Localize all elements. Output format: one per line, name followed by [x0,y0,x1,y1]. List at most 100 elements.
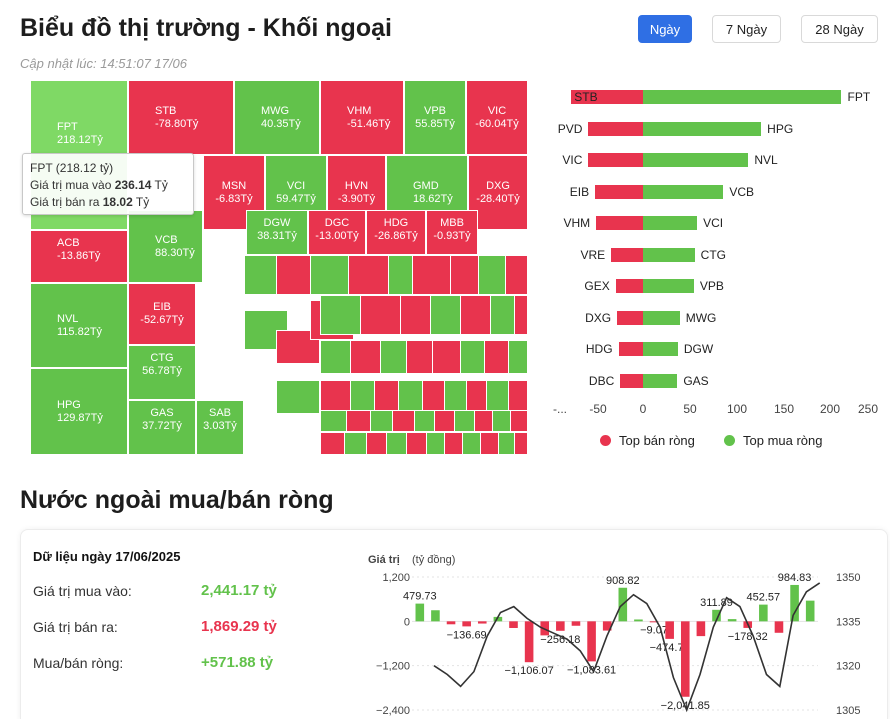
treemap-cell[interactable] [505,255,528,295]
bar-buy-gas[interactable] [643,373,678,388]
net-flow-bar[interactable] [680,621,690,697]
treemap-cell[interactable] [412,255,456,295]
buy-label: GAS [683,373,709,388]
tab-day[interactable]: Ngày [638,15,692,43]
treemap-cell-stb[interactable]: STB -78.80Tỷ [128,80,234,155]
bar-sell-stb[interactable] [571,90,643,104]
net-flow-bar[interactable] [587,621,596,662]
treemap-code: EIB [153,301,171,313]
treemap-tooltip: FPT (218.12 tỷ) Giá trị mua vào 236.14 T… [22,153,194,215]
bar-buy-dgw[interactable] [643,342,678,356]
net-flow-bar[interactable] [649,621,659,623]
x-tick-label: -50 [589,402,607,416]
net-flow-bar[interactable] [509,621,518,628]
treemap-cell-acb[interactable]: ACB -13.86Tỷ [30,230,128,283]
treemap-cell-dgc[interactable]: DGC -13.00Tỷ [308,210,366,255]
net-flow-bar[interactable] [774,621,784,633]
treemap-cell[interactable] [510,410,528,432]
bar-buy-vpb[interactable] [643,279,694,293]
treemap-cell[interactable] [310,255,354,295]
tab-28-days[interactable]: 28 Ngày [801,15,878,43]
legend-item[interactable]: Top mua ròng [724,433,823,448]
legend-item[interactable]: Top bán ròng [600,433,695,448]
bar-data-label: −9.07 [640,625,668,637]
treemap-cell[interactable] [514,432,528,455]
net-flow-bar[interactable] [446,621,456,625]
net-flow-bar[interactable] [696,621,706,637]
net-flow-bar[interactable] [602,621,612,631]
treemap-cell[interactable] [508,380,528,414]
treemap-cell[interactable] [514,295,528,335]
bar-buy-vci[interactable] [643,216,698,230]
net-flow-bar[interactable] [431,610,440,622]
net-flow-bar[interactable] [634,619,643,622]
treemap-cell-vcb[interactable]: VCB 88.30Tỷ [128,210,203,283]
treemap-value: 115.82Tỷ [57,325,103,338]
treemap-code: DGC [324,217,350,229]
treemap-value: 129.87Tỷ [57,411,103,424]
treemap-cell-sab[interactable]: SAB 3.03Tỷ [196,400,244,455]
treemap-cell-nvl[interactable]: NVL 115.82Tỷ [30,283,128,368]
tooltip-title: FPT (218.12 tỷ) [30,161,114,175]
bar-sell-vhm[interactable] [596,216,643,230]
tab-7-days[interactable]: 7 Ngày [712,15,781,43]
legend-dot [600,435,611,446]
treemap-cell-mwg[interactable]: MWG 40.35Tỷ [234,80,320,155]
stats-heading: Dữ liệu ngày 17/06/2025 [33,549,181,564]
bar-buy-ctg[interactable] [643,247,695,262]
treemap-cell-gas[interactable]: GAS 37.72Tỷ [128,400,196,455]
treemap-cell-eib[interactable]: EIB -52.67Tỷ [128,283,196,345]
treemap-cell-vpb[interactable]: VPB 55.85Tỷ [404,80,466,155]
net-flow-bar[interactable] [805,600,815,622]
treemap-cell[interactable] [276,380,320,414]
bar-sell-vic[interactable] [588,153,643,167]
bar-sell-dxg[interactable] [617,310,643,325]
net-flow-bar[interactable] [556,621,565,631]
bar-sell-hdg[interactable] [618,342,643,356]
net-flow-bar[interactable] [493,616,503,622]
bar-data-label: −1,083.61 [567,664,616,676]
treemap-value: -3.90Tỷ [337,192,376,205]
treemap-cell-hdg[interactable]: HDG -26.86Tỷ [366,210,426,255]
treemap-cell-hpg[interactable]: HPG 129.87Tỷ [30,368,128,455]
y2-tick-label: 1305 [836,705,860,717]
net-flow-bar[interactable] [759,604,768,622]
net-flow-bar[interactable] [462,621,471,627]
treemap-cell-vhm[interactable]: VHM -51.46Tỷ [320,80,404,155]
treemap-cell[interactable] [360,295,404,335]
bar-sell-dbc[interactable] [620,373,643,388]
bar-buy-fpt[interactable] [643,90,842,104]
treemap-cell[interactable] [508,340,528,374]
bar-sell-vre[interactable] [611,247,643,262]
bar-sell-gex[interactable] [615,279,643,293]
bar-buy-vcb[interactable] [643,184,724,199]
net-flow-bar[interactable] [415,603,425,622]
net-flow-bar[interactable] [712,609,721,622]
treemap-value: -28.40Tỷ [476,192,520,205]
net-flow-bar[interactable] [727,619,737,622]
legend-label: Top mua ròng [743,433,823,448]
treemap-cell-ctg[interactable]: CTG 56.78Tỷ [128,345,196,400]
treemap-code: HPG [57,398,81,411]
net-flow-bar[interactable] [790,584,799,622]
treemap-cell-dxg[interactable]: DXG -28.40Tỷ [468,155,528,230]
bar-sell-pvd[interactable] [588,121,643,136]
net-flow-bar[interactable] [477,621,487,624]
treemap-value: -0.93Tỷ [433,230,471,242]
treemap-cell-vic[interactable]: VIC -60.04Tỷ [466,80,528,155]
net-flow-bar[interactable] [524,621,534,663]
bar-sell-eib[interactable] [595,184,643,199]
bar-buy-hpg[interactable] [643,121,762,136]
net-flow-bar[interactable] [571,621,581,626]
bar-buy-mwg[interactable] [643,310,680,325]
treemap-cell-mbb[interactable]: MBB -0.93Tỷ [426,210,478,255]
treemap-cell-dgw[interactable]: DGW 38.31Tỷ [246,210,308,255]
y-tick-label: −2,400 [376,705,410,717]
bar-buy-nvl[interactable] [643,153,749,167]
y-tick-label: 0 [404,616,410,628]
treemap-cell[interactable] [348,255,392,295]
net-flow-bar[interactable] [665,621,674,639]
treemap-cell[interactable] [320,295,364,335]
treemap-code: MSN [221,179,247,192]
treemap-code: VHM [347,104,372,117]
